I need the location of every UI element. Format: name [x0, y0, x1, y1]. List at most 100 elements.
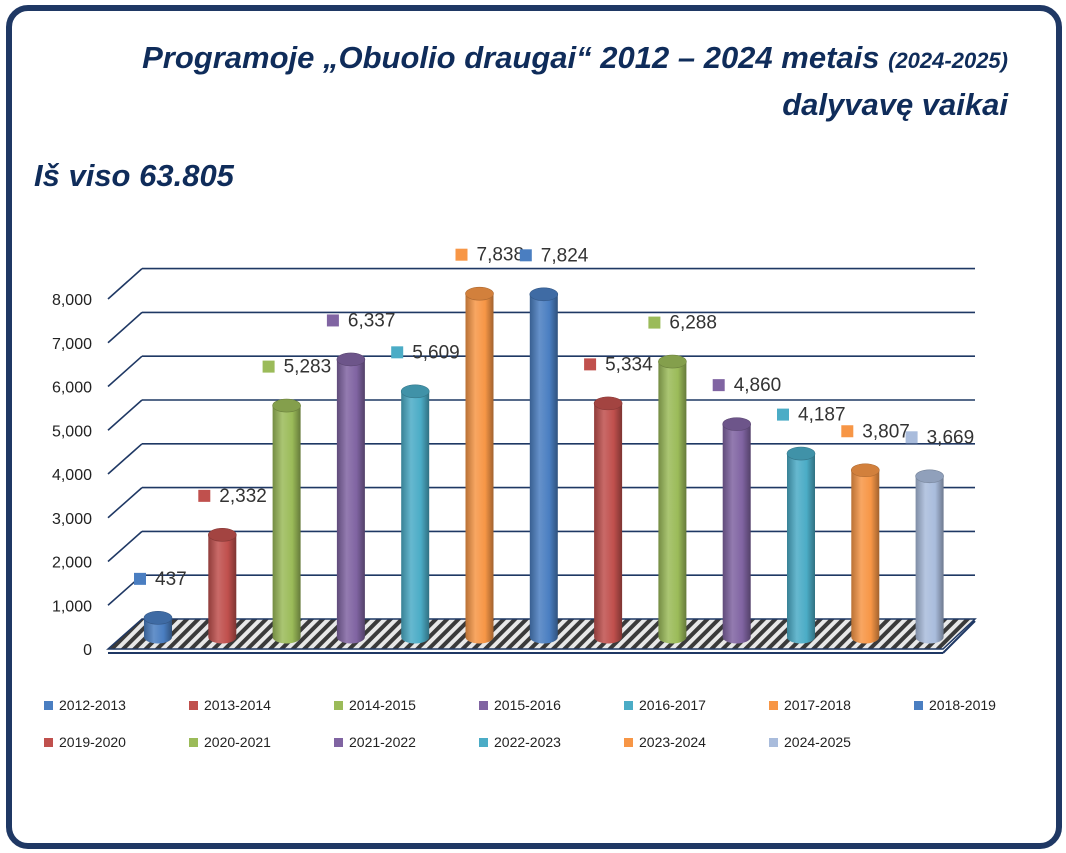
legend-label: 2023-2024: [639, 734, 706, 750]
legend-label: 2022-2023: [494, 734, 561, 750]
bar-top-2021-2022: [722, 417, 752, 431]
gridline-depth: [107, 530, 143, 563]
legend-label: 2024-2025: [784, 734, 851, 750]
bar-top-2018-2019: [529, 287, 559, 302]
gridline-depth: [107, 268, 143, 300]
bar-top-2022-2023: [786, 446, 816, 461]
bar-top-2015-2016: [336, 352, 366, 367]
y-tick-label: 4,000: [52, 467, 92, 484]
legend-swatch: [479, 738, 488, 747]
legend-item: 2024-2025: [769, 734, 851, 750]
data-label: 7,838: [477, 245, 525, 266]
gridline-depth: [107, 399, 143, 431]
legend-label: 2012-2013: [59, 697, 126, 713]
legend-item: 2023-2024: [624, 734, 706, 750]
legend-label: 2018-2019: [929, 697, 996, 713]
legend-swatch: [44, 701, 53, 710]
legend-swatch: [769, 701, 778, 710]
bar-top-2023-2024: [850, 463, 880, 478]
bar-top-2020-2021: [658, 354, 687, 369]
floor-right-edge: [942, 620, 976, 654]
data-label-marker: [391, 346, 404, 359]
total-label: Iš viso 63.805: [34, 158, 234, 193]
y-tick-label: 5,000: [52, 423, 92, 440]
y-tick-label: 6,000: [52, 380, 92, 397]
y-tick-label: 3,000: [52, 511, 92, 528]
legend-item: 2016-2017: [624, 697, 706, 713]
legend-swatch: [189, 701, 198, 710]
bar-2021-2022: [722, 424, 751, 644]
data-label: 4,187: [798, 405, 846, 426]
y-tick-label: 8,000: [52, 292, 92, 309]
bar-2019-2020: [594, 403, 623, 644]
legend-label: 2016-2017: [639, 697, 706, 713]
bar-top-2014-2015: [272, 398, 301, 413]
data-label: 6,337: [348, 310, 396, 331]
legend-item: 2019-2020: [44, 734, 126, 750]
data-label-marker: [326, 314, 339, 327]
data-label: 2,332: [219, 486, 267, 507]
bar-2016-2017: [401, 391, 430, 644]
data-label-marker: [841, 425, 854, 438]
legend-item: 2021-2022: [334, 734, 416, 750]
legend-item: 2013-2014: [189, 697, 271, 713]
data-label: 3,669: [927, 427, 975, 448]
legend-item: 2012-2013: [44, 697, 126, 713]
bar-top-2016-2017: [400, 384, 430, 399]
y-tick-label: 2,000: [52, 555, 92, 572]
legend-label: 2020-2021: [204, 734, 271, 750]
data-label: 6,288: [669, 313, 717, 334]
data-label-marker: [455, 248, 468, 261]
y-tick-label: 1,000: [52, 598, 92, 615]
legend-label: 2013-2014: [204, 697, 271, 713]
data-label-marker: [519, 249, 532, 262]
legend-item: 2020-2021: [189, 734, 271, 750]
y-tick-label: 7,000: [52, 336, 92, 353]
data-label: 437: [155, 569, 187, 590]
data-label-marker: [777, 408, 789, 421]
legend-swatch: [624, 738, 633, 747]
data-label-marker: [134, 572, 146, 585]
data-label: 7,824: [541, 245, 589, 266]
data-label: 5,609: [412, 342, 460, 363]
bar-2014-2015: [272, 405, 301, 644]
legend-label: 2017-2018: [784, 697, 851, 713]
legend-item: 2015-2016: [479, 697, 561, 713]
legend-label: 2015-2016: [494, 697, 561, 713]
data-label-marker: [712, 379, 725, 392]
bar-2018-2019: [529, 294, 558, 644]
bar-top-2024-2025: [915, 469, 944, 484]
bar-top-2012-2013: [143, 611, 173, 625]
legend-label: 2021-2022: [349, 734, 416, 750]
bar-2017-2018: [465, 293, 494, 644]
bar-2012-2013: [144, 617, 172, 644]
legend-item: 2018-2019: [914, 697, 996, 713]
data-label-marker: [905, 431, 918, 444]
legend-swatch: [334, 701, 343, 710]
legend-item: 2022-2023: [479, 734, 561, 750]
gridline-depth: [107, 355, 143, 388]
legend-swatch: [624, 701, 633, 710]
bar-top-2013-2014: [208, 528, 237, 542]
legend-swatch: [189, 738, 198, 747]
data-label: 3,807: [862, 421, 910, 442]
bar-top-2019-2020: [593, 396, 623, 411]
title-line1-small: (2024-2025): [888, 48, 1008, 73]
bar-top-2017-2018: [465, 286, 494, 301]
data-label: 5,283: [284, 357, 332, 378]
legend-label: 2019-2020: [59, 734, 126, 750]
bar-2013-2014: [208, 534, 237, 644]
legend-item: 2014-2015: [334, 697, 416, 713]
gridline-depth: [107, 487, 143, 519]
legend-swatch: [44, 738, 53, 747]
legend-swatch: [769, 738, 778, 747]
chart-title: Programoje „Obuolio draugai“ 2012 – 2024…: [142, 36, 1008, 127]
data-label-marker: [198, 489, 211, 502]
title-line1: Programoje „Obuolio draugai“ 2012 – 2024…: [142, 40, 880, 75]
legend-swatch: [479, 701, 488, 710]
data-label: 5,334: [605, 354, 653, 375]
data-label: 4,860: [734, 375, 782, 396]
legend-label: 2014-2015: [349, 697, 416, 713]
data-label-marker: [262, 360, 275, 373]
